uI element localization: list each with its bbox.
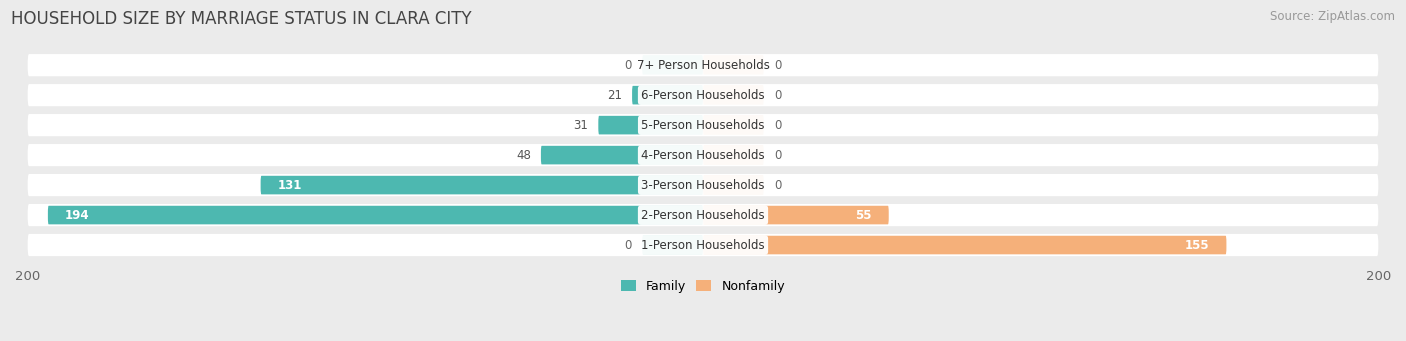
Text: 1-Person Households: 1-Person Households (641, 239, 765, 252)
FancyBboxPatch shape (28, 234, 1378, 256)
FancyBboxPatch shape (599, 116, 703, 134)
Text: 131: 131 (277, 179, 302, 192)
FancyBboxPatch shape (703, 206, 889, 224)
FancyBboxPatch shape (703, 56, 763, 74)
FancyBboxPatch shape (703, 86, 763, 104)
FancyBboxPatch shape (703, 116, 763, 134)
Text: 0: 0 (773, 119, 782, 132)
Text: 0: 0 (773, 149, 782, 162)
Text: 48: 48 (516, 149, 531, 162)
Text: 0: 0 (773, 59, 782, 72)
FancyBboxPatch shape (48, 206, 703, 224)
Text: 194: 194 (65, 209, 90, 222)
FancyBboxPatch shape (703, 176, 763, 194)
Text: 0: 0 (624, 59, 633, 72)
Text: 6-Person Households: 6-Person Households (641, 89, 765, 102)
Text: Source: ZipAtlas.com: Source: ZipAtlas.com (1270, 10, 1395, 23)
FancyBboxPatch shape (28, 84, 1378, 106)
Text: 5-Person Households: 5-Person Households (641, 119, 765, 132)
FancyBboxPatch shape (703, 236, 1226, 254)
FancyBboxPatch shape (541, 146, 703, 164)
Text: 4-Person Households: 4-Person Households (641, 149, 765, 162)
FancyBboxPatch shape (28, 204, 1378, 226)
FancyBboxPatch shape (703, 146, 763, 164)
Text: 2-Person Households: 2-Person Households (641, 209, 765, 222)
FancyBboxPatch shape (28, 144, 1378, 166)
FancyBboxPatch shape (633, 86, 703, 104)
Text: 3-Person Households: 3-Person Households (641, 179, 765, 192)
FancyBboxPatch shape (28, 174, 1378, 196)
Legend: Family, Nonfamily: Family, Nonfamily (616, 275, 790, 298)
FancyBboxPatch shape (28, 114, 1378, 136)
Text: 7+ Person Households: 7+ Person Households (637, 59, 769, 72)
FancyBboxPatch shape (643, 236, 703, 254)
Text: 155: 155 (1185, 239, 1209, 252)
Text: 55: 55 (855, 209, 872, 222)
Text: 0: 0 (773, 179, 782, 192)
Text: 0: 0 (773, 89, 782, 102)
Text: 0: 0 (624, 239, 633, 252)
FancyBboxPatch shape (643, 56, 703, 74)
Text: 21: 21 (607, 89, 621, 102)
FancyBboxPatch shape (260, 176, 703, 194)
Text: 31: 31 (574, 119, 588, 132)
Text: HOUSEHOLD SIZE BY MARRIAGE STATUS IN CLARA CITY: HOUSEHOLD SIZE BY MARRIAGE STATUS IN CLA… (11, 10, 472, 28)
FancyBboxPatch shape (28, 54, 1378, 76)
